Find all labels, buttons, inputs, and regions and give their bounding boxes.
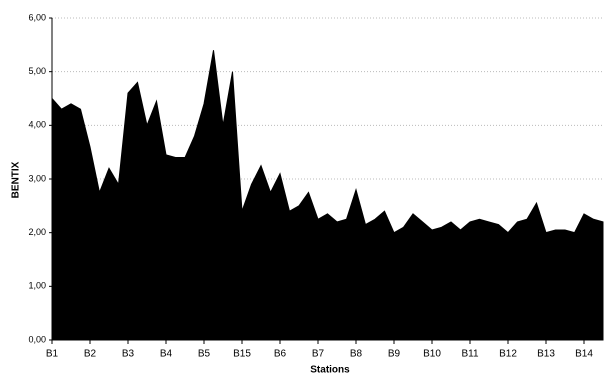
y-tick-label: 1,00 bbox=[28, 281, 46, 291]
x-axis-title: Stations bbox=[310, 365, 350, 374]
y-tick-label: 4,00 bbox=[28, 120, 46, 130]
x-tick-label: B11 bbox=[461, 349, 478, 360]
x-tick-label: B9 bbox=[388, 349, 401, 360]
x-tick-label: B3 bbox=[122, 349, 135, 360]
y-tick-label: 2,00 bbox=[28, 227, 46, 237]
y-tick-label: 5,00 bbox=[28, 66, 46, 76]
y-tick-label: 3,00 bbox=[28, 173, 46, 183]
x-tick-label: B14 bbox=[575, 349, 593, 360]
x-tick-label: B15 bbox=[233, 349, 251, 360]
x-tick-label: B2 bbox=[84, 349, 97, 360]
x-tick-label: B10 bbox=[423, 349, 441, 360]
x-tick-label: B1 bbox=[46, 349, 59, 360]
x-tick-label: B6 bbox=[274, 349, 287, 360]
x-tick-label: B5 bbox=[198, 349, 211, 360]
y-tick-label: 6,00 bbox=[28, 12, 46, 22]
area bbox=[51, 50, 604, 341]
y-axis-title: BENTIX bbox=[11, 161, 22, 198]
x-tick-label: B8 bbox=[350, 349, 363, 360]
x-tick-label: B7 bbox=[312, 349, 325, 360]
x-tick-label: B13 bbox=[537, 349, 555, 360]
x-tick-label: B12 bbox=[499, 349, 517, 360]
y-tick-label: 0,00 bbox=[28, 334, 46, 344]
x-tick-label: B4 bbox=[160, 349, 173, 360]
